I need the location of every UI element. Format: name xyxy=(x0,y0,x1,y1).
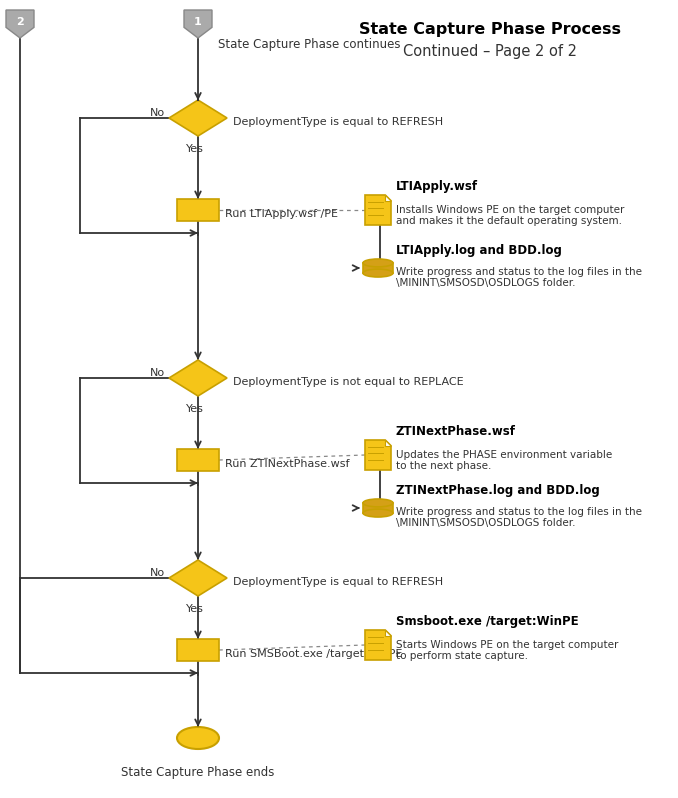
Polygon shape xyxy=(169,360,227,396)
Text: DeploymentType is not equal to REPLACE: DeploymentType is not equal to REPLACE xyxy=(233,377,464,387)
Text: DeploymentType is equal to REFRESH: DeploymentType is equal to REFRESH xyxy=(233,117,443,127)
PathPatch shape xyxy=(365,630,391,660)
Text: Starts Windows PE on the target computer: Starts Windows PE on the target computer xyxy=(396,640,618,650)
Polygon shape xyxy=(385,630,391,636)
Polygon shape xyxy=(184,10,212,38)
FancyBboxPatch shape xyxy=(363,503,393,513)
Polygon shape xyxy=(6,10,34,38)
Text: \MININT\SMSOSD\OSDLOGS folder.: \MININT\SMSOSD\OSDLOGS folder. xyxy=(396,278,576,288)
Text: State Capture Phase ends: State Capture Phase ends xyxy=(121,766,275,779)
Text: State Capture Phase continues: State Capture Phase continues xyxy=(218,38,401,51)
Polygon shape xyxy=(385,440,391,446)
Text: Updates the PHASE environment variable: Updates the PHASE environment variable xyxy=(396,450,612,460)
Ellipse shape xyxy=(363,499,393,507)
Text: Run ZTINextPhase.wsf: Run ZTINextPhase.wsf xyxy=(225,459,349,469)
Text: No: No xyxy=(150,568,165,578)
FancyBboxPatch shape xyxy=(177,449,219,471)
Ellipse shape xyxy=(363,269,393,277)
Text: No: No xyxy=(150,108,165,118)
Text: to the next phase.: to the next phase. xyxy=(396,461,492,471)
Text: Yes: Yes xyxy=(186,604,204,614)
Text: ZTINextPhase.log and BDD.log: ZTINextPhase.log and BDD.log xyxy=(396,484,600,497)
PathPatch shape xyxy=(365,195,391,225)
Text: Installs Windows PE on the target computer: Installs Windows PE on the target comput… xyxy=(396,205,624,215)
Text: \MININT\SMSOSD\OSDLOGS folder.: \MININT\SMSOSD\OSDLOGS folder. xyxy=(396,518,576,528)
Text: 2: 2 xyxy=(16,17,24,27)
Polygon shape xyxy=(169,560,227,596)
Text: State Capture Phase Process: State Capture Phase Process xyxy=(359,22,621,37)
Polygon shape xyxy=(385,195,391,201)
Text: Write progress and status to the log files in the: Write progress and status to the log fil… xyxy=(396,267,642,277)
FancyBboxPatch shape xyxy=(363,263,393,273)
Ellipse shape xyxy=(363,509,393,517)
Text: Run LTIApply.wsf /PE: Run LTIApply.wsf /PE xyxy=(225,209,338,219)
Text: Yes: Yes xyxy=(186,144,204,154)
Text: No: No xyxy=(150,368,165,378)
Text: 1: 1 xyxy=(194,17,202,27)
Text: DeploymentType is equal to REFRESH: DeploymentType is equal to REFRESH xyxy=(233,577,443,587)
Ellipse shape xyxy=(177,727,219,749)
Text: Continued – Page 2 of 2: Continued – Page 2 of 2 xyxy=(403,44,577,59)
Text: Smsboot.exe /target:WinPE: Smsboot.exe /target:WinPE xyxy=(396,615,578,628)
Polygon shape xyxy=(169,100,227,136)
Text: to perform state capture.: to perform state capture. xyxy=(396,651,528,661)
PathPatch shape xyxy=(365,440,391,470)
Text: Run SMSBoot.exe /target:WinPE: Run SMSBoot.exe /target:WinPE xyxy=(225,649,402,659)
Ellipse shape xyxy=(363,259,393,267)
Text: and makes it the default operating system.: and makes it the default operating syste… xyxy=(396,216,622,226)
FancyBboxPatch shape xyxy=(177,639,219,661)
Text: Write progress and status to the log files in the: Write progress and status to the log fil… xyxy=(396,507,642,517)
Text: LTIApply.wsf: LTIApply.wsf xyxy=(396,180,478,193)
Text: ZTINextPhase.wsf: ZTINextPhase.wsf xyxy=(396,425,516,438)
FancyBboxPatch shape xyxy=(177,199,219,221)
Text: Yes: Yes xyxy=(186,404,204,414)
Text: LTIApply.log and BDD.log: LTIApply.log and BDD.log xyxy=(396,244,562,257)
